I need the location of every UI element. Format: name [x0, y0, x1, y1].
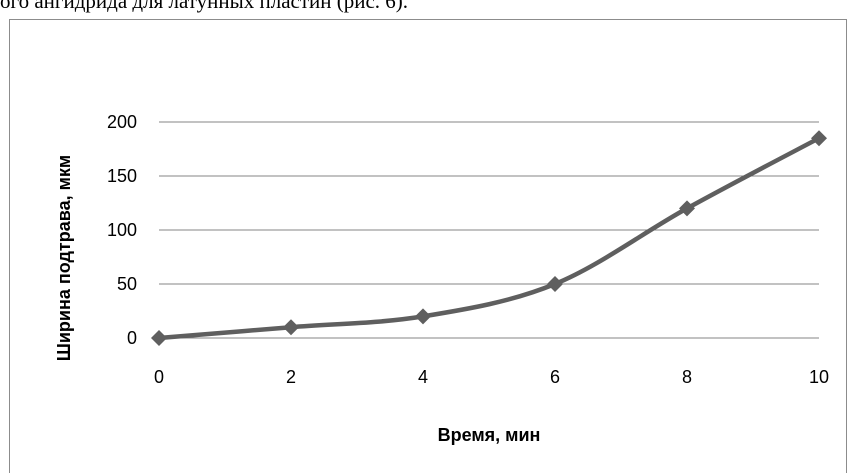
- series-group: [156, 135, 822, 341]
- y-tick-label-2: 100: [107, 220, 137, 240]
- y-tick-label-4: 200: [107, 112, 137, 132]
- x-tick-label-2: 4: [418, 367, 428, 387]
- y-tick-label-3: 150: [107, 166, 137, 186]
- x-tick-label-5: 10: [809, 367, 829, 387]
- data-point-0: [151, 330, 167, 346]
- data-point-5: [811, 130, 827, 147]
- y-tick-label-0: 0: [127, 328, 137, 348]
- y-tick-label-1: 50: [117, 274, 137, 294]
- x-tick-label-4: 8: [682, 367, 692, 387]
- data-point-4: [679, 200, 695, 217]
- y-axis-tick-labels: 0 50 100 150 200: [107, 112, 137, 348]
- chart-frame: [9, 19, 847, 473]
- data-point-3: [547, 276, 563, 292]
- x-tick-label-3: 6: [550, 367, 560, 387]
- series-line-0: [156, 135, 822, 341]
- gridlines: [159, 121, 819, 339]
- x-tick-label-1: 2: [286, 367, 296, 387]
- x-axis-title: Время, мин: [438, 425, 541, 445]
- document-text-fragment: ого ангидрида для латунных пластин (рис.…: [0, 0, 409, 13]
- x-tick-label-0: 0: [154, 367, 164, 387]
- x-axis-tick-labels: 0 2 4 6 8 10: [154, 367, 829, 387]
- y-axis-title: Ширина подтрава, мкм: [54, 155, 74, 361]
- data-point-1: [283, 319, 299, 336]
- data-points: [151, 130, 827, 346]
- data-point-2: [415, 308, 431, 325]
